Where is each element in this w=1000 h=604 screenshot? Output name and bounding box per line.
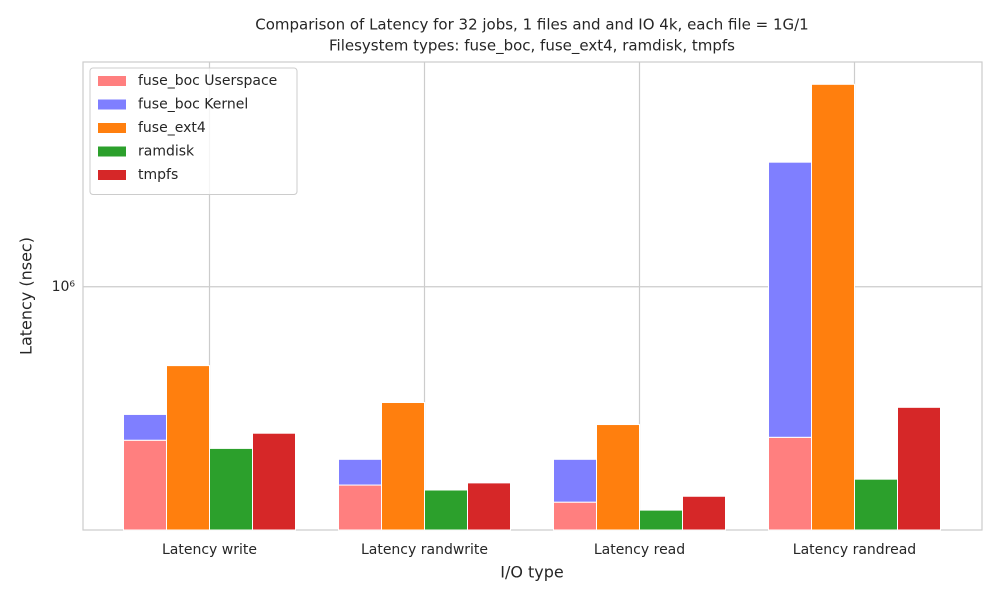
chart-subtitle: Filesystem types: fuse_boc, fuse_ext4, r…: [329, 37, 735, 56]
bar: [166, 365, 210, 531]
bar: [854, 478, 898, 531]
bar: [252, 432, 296, 531]
bar: [682, 495, 726, 531]
bar: [639, 509, 683, 531]
legend-swatch: [98, 99, 126, 110]
legend-swatch: [98, 123, 126, 133]
chart-title: Comparison of Latency for 32 jobs, 1 fil…: [255, 16, 808, 34]
legend-box: [89, 67, 298, 195]
bar: [123, 413, 167, 441]
bar: [338, 484, 382, 531]
legend-label: ramdisk: [138, 144, 195, 160]
bar: [209, 447, 253, 531]
y-tick-label: 10⁶: [52, 279, 76, 295]
bar: [811, 83, 855, 531]
bar: [768, 436, 812, 531]
legend-swatch: [98, 170, 126, 180]
bar: [768, 161, 812, 438]
bar: [123, 439, 167, 531]
x-tick-label: Latency randread: [793, 542, 916, 558]
legend-swatch: [98, 146, 126, 157]
x-axis-label: I/O type: [500, 563, 564, 582]
legend-label: fuse_boc Userspace: [138, 73, 277, 89]
legend-swatch: [98, 76, 126, 86]
legend-label: fuse_ext4: [138, 120, 206, 136]
bar: [596, 424, 640, 531]
grid: 10⁶ Latency write Latency randwrite Latency…: [52, 62, 982, 558]
x-tick-label: Latency randwrite: [361, 542, 488, 558]
bar: [424, 489, 468, 531]
bar: [338, 458, 382, 486]
x-tick-label: Latency write: [162, 542, 257, 558]
legend-label: tmpfs: [138, 167, 178, 183]
bar: [467, 482, 511, 531]
legend: fuse_boc Userspace fuse_boc Kernel fuse_ex…: [89, 67, 298, 195]
bar: [381, 402, 425, 531]
x-tick-label: Latency read: [594, 542, 685, 558]
bar: [553, 501, 597, 531]
bar: [553, 458, 597, 503]
bars: [123, 83, 941, 531]
y-axis-label: Latency (nsec): [17, 237, 36, 355]
bar: [897, 406, 941, 531]
legend-label: fuse_boc Kernel: [138, 97, 248, 113]
